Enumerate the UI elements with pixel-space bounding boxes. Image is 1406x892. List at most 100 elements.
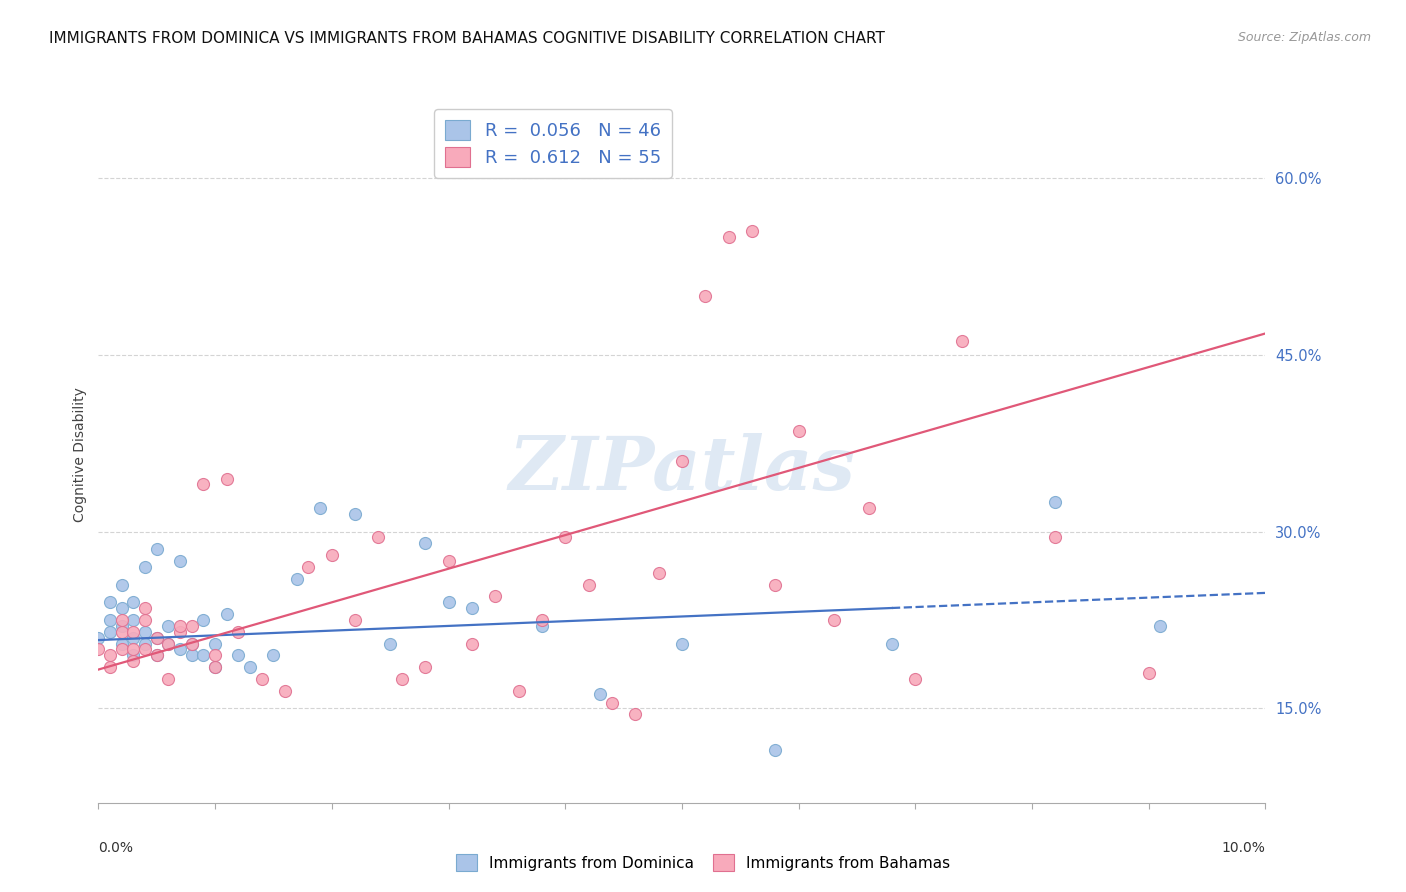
Point bbox=[122, 642, 145, 657]
Point bbox=[111, 613, 134, 627]
Point bbox=[98, 648, 121, 663]
Point bbox=[111, 619, 134, 633]
Point bbox=[122, 654, 145, 668]
Point bbox=[122, 648, 145, 663]
Point bbox=[1137, 666, 1160, 681]
Point bbox=[530, 619, 553, 633]
Point bbox=[297, 560, 319, 574]
Point bbox=[858, 500, 880, 515]
Point bbox=[763, 743, 786, 757]
Point bbox=[1045, 495, 1067, 509]
Point bbox=[321, 548, 343, 562]
Point bbox=[554, 531, 576, 545]
Point bbox=[111, 577, 134, 591]
Point bbox=[180, 637, 202, 651]
Point bbox=[98, 613, 121, 627]
Point bbox=[122, 595, 145, 609]
Point bbox=[204, 660, 226, 674]
Point bbox=[461, 637, 484, 651]
Point bbox=[180, 619, 202, 633]
Point bbox=[111, 601, 134, 615]
Point bbox=[134, 601, 156, 615]
Point bbox=[461, 601, 484, 615]
Point bbox=[647, 566, 669, 580]
Point bbox=[274, 683, 297, 698]
Point bbox=[146, 542, 169, 557]
Text: ZIPatlas: ZIPatlas bbox=[509, 433, 855, 505]
Point bbox=[309, 500, 332, 515]
Point bbox=[1149, 619, 1171, 633]
Point bbox=[437, 595, 460, 609]
Point bbox=[134, 642, 156, 657]
Point bbox=[193, 613, 215, 627]
Point bbox=[134, 613, 156, 627]
Point bbox=[285, 572, 308, 586]
Point bbox=[111, 637, 134, 651]
Point bbox=[904, 672, 927, 686]
Point bbox=[1045, 531, 1067, 545]
Point bbox=[134, 637, 156, 651]
Point bbox=[180, 637, 202, 651]
Point bbox=[169, 642, 191, 657]
Point bbox=[204, 648, 226, 663]
Point bbox=[600, 696, 623, 710]
Point bbox=[262, 648, 284, 663]
Point bbox=[134, 624, 156, 639]
Point bbox=[157, 672, 180, 686]
Point bbox=[228, 624, 250, 639]
Point bbox=[508, 683, 530, 698]
Point bbox=[98, 595, 121, 609]
Point bbox=[624, 707, 647, 722]
Point bbox=[111, 624, 134, 639]
Point bbox=[111, 642, 134, 657]
Point bbox=[146, 648, 169, 663]
Legend: R =  0.056   N = 46, R =  0.612   N = 55: R = 0.056 N = 46, R = 0.612 N = 55 bbox=[434, 109, 672, 178]
Point bbox=[578, 577, 600, 591]
Point bbox=[671, 637, 693, 651]
Point bbox=[671, 454, 693, 468]
Point bbox=[717, 229, 740, 244]
Y-axis label: Cognitive Disability: Cognitive Disability bbox=[73, 387, 87, 523]
Point bbox=[530, 613, 553, 627]
Point bbox=[589, 687, 612, 701]
Point bbox=[763, 577, 786, 591]
Point bbox=[193, 477, 215, 491]
Text: IMMIGRANTS FROM DOMINICA VS IMMIGRANTS FROM BAHAMAS COGNITIVE DISABILITY CORRELA: IMMIGRANTS FROM DOMINICA VS IMMIGRANTS F… bbox=[49, 31, 886, 46]
Point bbox=[228, 648, 250, 663]
Point bbox=[787, 425, 810, 439]
Point bbox=[437, 554, 460, 568]
Text: 10.0%: 10.0% bbox=[1222, 841, 1265, 855]
Point bbox=[157, 619, 180, 633]
Point bbox=[204, 637, 226, 651]
Point bbox=[367, 531, 389, 545]
Point bbox=[169, 554, 191, 568]
Point bbox=[87, 631, 110, 645]
Legend: Immigrants from Dominica, Immigrants from Bahamas: Immigrants from Dominica, Immigrants fro… bbox=[447, 845, 959, 880]
Point bbox=[391, 672, 413, 686]
Point bbox=[122, 631, 145, 645]
Point bbox=[169, 619, 191, 633]
Point bbox=[204, 660, 226, 674]
Point bbox=[823, 613, 845, 627]
Point bbox=[239, 660, 262, 674]
Point bbox=[146, 631, 169, 645]
Point bbox=[193, 648, 215, 663]
Point bbox=[950, 334, 973, 348]
Point bbox=[215, 607, 238, 621]
Point bbox=[134, 560, 156, 574]
Point bbox=[87, 642, 110, 657]
Point bbox=[122, 613, 145, 627]
Point bbox=[180, 648, 202, 663]
Point bbox=[146, 648, 169, 663]
Point bbox=[695, 289, 717, 303]
Point bbox=[169, 624, 191, 639]
Point bbox=[157, 637, 180, 651]
Point bbox=[215, 471, 238, 485]
Point bbox=[344, 613, 367, 627]
Point bbox=[484, 590, 506, 604]
Point bbox=[880, 637, 903, 651]
Text: 0.0%: 0.0% bbox=[98, 841, 134, 855]
Point bbox=[157, 637, 180, 651]
Text: Source: ZipAtlas.com: Source: ZipAtlas.com bbox=[1237, 31, 1371, 45]
Point bbox=[380, 637, 402, 651]
